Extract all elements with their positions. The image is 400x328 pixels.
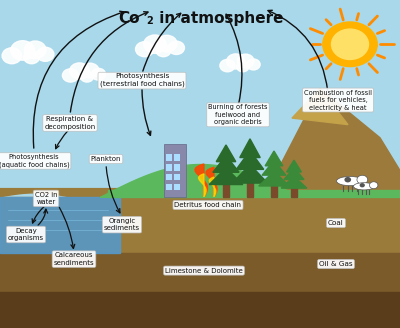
Text: Decay
organisms: Decay organisms (8, 228, 44, 241)
Bar (174, 164, 180, 171)
Circle shape (11, 41, 34, 60)
Polygon shape (264, 89, 400, 197)
Polygon shape (292, 89, 348, 125)
Circle shape (2, 48, 22, 64)
Polygon shape (262, 160, 286, 175)
Circle shape (144, 35, 166, 53)
Circle shape (323, 22, 377, 67)
Circle shape (332, 29, 368, 59)
Text: Plankton: Plankton (91, 156, 121, 162)
Text: Combustion of fossil
fuels for vehicles,
electricity & heat: Combustion of fossil fuels for vehicles,… (304, 90, 372, 111)
Circle shape (344, 177, 351, 182)
Polygon shape (209, 168, 243, 185)
Circle shape (357, 175, 368, 184)
Polygon shape (247, 179, 253, 197)
Polygon shape (271, 183, 277, 197)
Ellipse shape (354, 183, 374, 190)
Polygon shape (284, 168, 304, 179)
Text: Calcareous
sendiments: Calcareous sendiments (54, 252, 94, 266)
Circle shape (168, 41, 184, 54)
Bar (174, 154, 180, 161)
Circle shape (24, 51, 40, 64)
Text: Limestone & Dolomite: Limestone & Dolomite (165, 268, 243, 274)
Polygon shape (0, 197, 120, 253)
Circle shape (81, 63, 99, 78)
Text: Coal: Coal (328, 220, 344, 226)
Polygon shape (206, 167, 217, 197)
Text: Respiration &
decomposition: Respiration & decomposition (44, 116, 96, 130)
Text: Photosynthesis
(terrestrial food chains): Photosynthesis (terrestrial food chains) (100, 73, 184, 87)
Circle shape (237, 54, 254, 68)
Polygon shape (213, 155, 239, 172)
Polygon shape (236, 151, 264, 169)
Circle shape (220, 59, 235, 72)
Circle shape (237, 62, 249, 72)
Circle shape (37, 47, 54, 61)
Bar (166, 174, 172, 180)
Polygon shape (286, 160, 302, 172)
Circle shape (80, 71, 94, 82)
Polygon shape (291, 186, 297, 197)
Polygon shape (259, 171, 289, 186)
Polygon shape (223, 181, 229, 197)
Circle shape (24, 41, 46, 59)
Circle shape (156, 45, 171, 57)
Bar (174, 174, 180, 180)
Circle shape (360, 183, 365, 187)
Bar (174, 184, 180, 190)
Text: Photosynthesis
(aquatic food chains): Photosynthesis (aquatic food chains) (0, 154, 69, 168)
Circle shape (370, 182, 378, 189)
Text: Oil & Gas: Oil & Gas (319, 261, 353, 267)
Bar (166, 164, 172, 171)
Polygon shape (232, 164, 268, 183)
Polygon shape (216, 145, 236, 162)
Text: Orangic
sediments: Orangic sediments (104, 218, 140, 232)
Polygon shape (209, 177, 216, 197)
Text: CO2 in
water: CO2 in water (35, 192, 57, 205)
Text: Detritus food chain: Detritus food chain (174, 202, 242, 208)
Bar (166, 154, 172, 161)
Text: Co: Co (118, 11, 140, 27)
Circle shape (157, 35, 177, 52)
Polygon shape (195, 164, 208, 197)
Bar (166, 184, 172, 190)
Circle shape (226, 54, 245, 69)
Polygon shape (198, 174, 206, 197)
Circle shape (136, 42, 154, 57)
Circle shape (91, 68, 106, 80)
Circle shape (247, 59, 260, 70)
Polygon shape (265, 151, 283, 166)
Text: in atmosphere: in atmosphere (154, 11, 284, 27)
Text: 2: 2 (146, 16, 153, 26)
Polygon shape (240, 139, 260, 157)
Circle shape (62, 69, 78, 82)
Bar (164, 144, 186, 197)
Circle shape (70, 63, 90, 79)
Ellipse shape (336, 176, 364, 186)
Text: Burning of forests
fuelwood and
organic debris: Burning of forests fuelwood and organic … (208, 104, 268, 125)
Polygon shape (281, 176, 307, 188)
